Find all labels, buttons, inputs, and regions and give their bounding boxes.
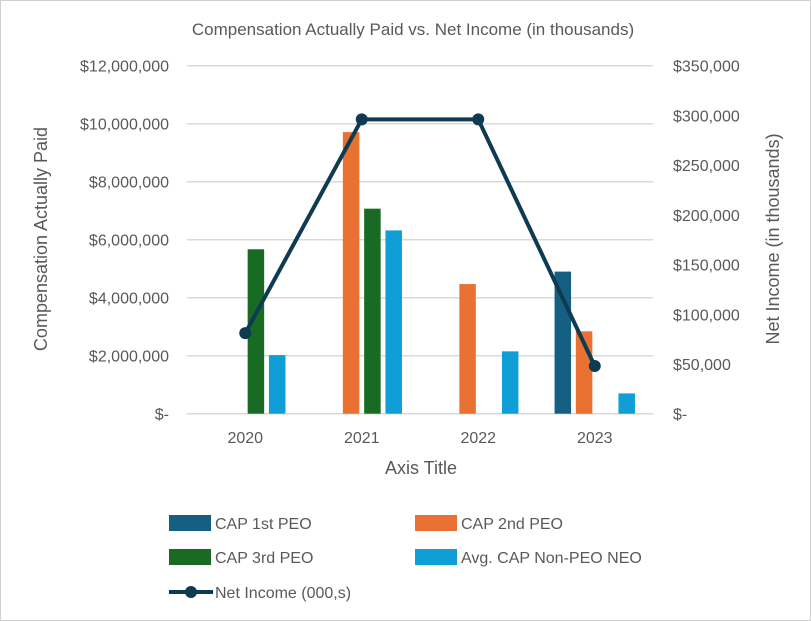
legend-label: Avg. CAP Non-PEO NEO (461, 550, 642, 567)
y-tick-label: $6,000,000 (89, 233, 169, 250)
y2-tick-label: $100,000 (673, 307, 740, 324)
legend-item: Net Income (000,s) (169, 585, 351, 602)
y2-tick-label: $200,000 (673, 208, 740, 225)
y-tick-label: $8,000,000 (89, 175, 169, 192)
bar (268, 355, 286, 414)
line-marker (355, 113, 368, 126)
legend-swatch (169, 549, 211, 565)
y-tick-label: $12,000,000 (80, 59, 169, 76)
legend-item: CAP 2nd PEO (415, 515, 563, 533)
y2-tick-label: $250,000 (673, 158, 740, 175)
net-income-line (243, 117, 597, 367)
legend-swatch (169, 515, 211, 531)
y-axis-title: Compensation Actually Paid (31, 127, 51, 351)
bar (501, 351, 519, 414)
bar (247, 249, 265, 414)
y-tick-label: $10,000,000 (80, 117, 169, 134)
line-marker (239, 327, 252, 340)
legend-marker (185, 586, 197, 598)
legend-item: Avg. CAP Non-PEO NEO (415, 549, 642, 567)
legend-swatch (415, 549, 457, 565)
y2-tick-label: $350,000 (673, 59, 740, 76)
bar (459, 284, 476, 414)
bar (364, 208, 381, 414)
legend-label: Net Income (000,s) (215, 585, 351, 602)
line-marker (588, 359, 601, 372)
y2-axis-title: Net Income (in thousands) (763, 133, 783, 344)
legend-item: CAP 3rd PEO (169, 549, 313, 567)
x-axis-title: Axis Title (385, 458, 457, 478)
bar (554, 271, 572, 414)
legend-swatch (415, 515, 457, 531)
x-tick-label: 2022 (460, 430, 496, 447)
legend-item: CAP 1st PEO (169, 515, 312, 533)
x-tick-label: 2021 (344, 430, 380, 447)
x-tick-label: 2020 (227, 430, 263, 447)
line-marker (472, 113, 485, 126)
legend-label: CAP 2nd PEO (461, 516, 563, 533)
bar (618, 393, 635, 414)
y2-tick-label: $- (673, 407, 687, 424)
y2-tick-label: $50,000 (673, 357, 731, 374)
bar (385, 230, 402, 414)
x-tick-label: 2023 (577, 430, 613, 447)
y-tick-label: $4,000,000 (89, 291, 169, 308)
y2-tick-label: $300,000 (673, 108, 740, 125)
legend-label: CAP 3rd PEO (215, 550, 313, 567)
y2-tick-label: $150,000 (673, 258, 740, 275)
y-tick-label: $- (155, 407, 169, 424)
bar (342, 132, 360, 414)
legend-label: CAP 1st PEO (215, 516, 312, 533)
chart-title: Compensation Actually Paid vs. Net Incom… (192, 20, 634, 39)
y-tick-label: $2,000,000 (89, 349, 169, 366)
